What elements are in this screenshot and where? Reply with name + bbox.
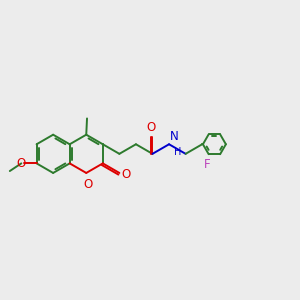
Text: F: F — [204, 158, 210, 171]
Text: O: O — [17, 157, 26, 170]
Text: O: O — [122, 168, 131, 182]
Text: H: H — [174, 147, 181, 157]
Text: O: O — [146, 121, 156, 134]
Text: N: N — [170, 130, 178, 143]
Text: O: O — [83, 178, 92, 190]
